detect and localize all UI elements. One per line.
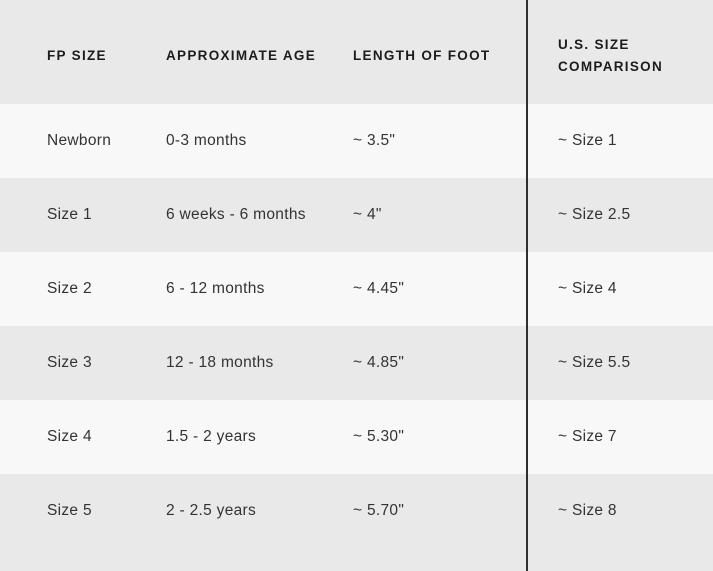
table-row: Newborn 0-3 months ~ 3.5" ~ Size 1: [0, 104, 713, 178]
cell-age: 6 - 12 months: [166, 280, 265, 297]
cell-fp-size: Size 1: [47, 206, 92, 223]
column-header-fp-size: FP SIZE: [47, 48, 107, 63]
column-divider-line: [526, 0, 528, 571]
table-row: Size 5 2 - 2.5 years ~ 5.70" ~ Size 8: [0, 474, 713, 548]
cell-fp-size: Size 4: [47, 428, 92, 445]
cell-age: 1.5 - 2 years: [166, 428, 257, 445]
cell-age: 12 - 18 months: [166, 354, 274, 371]
cell-foot: ~ 3.5": [353, 132, 396, 149]
cell-foot: ~ 4.45": [353, 280, 405, 297]
cell-us-size: ~ Size 8: [558, 502, 617, 519]
column-header-length-of-foot: LENGTH OF FOOT: [353, 48, 491, 63]
cell-fp-size: Size 5: [47, 502, 92, 519]
cell-foot: ~ 5.70": [353, 502, 405, 519]
cell-us-size: ~ Size 7: [558, 428, 617, 445]
cell-fp-size: Size 3: [47, 354, 92, 371]
cell-age: 2 - 2.5 years: [166, 502, 257, 519]
cell-us-size: ~ Size 5.5: [558, 354, 631, 371]
cell-age: 6 weeks - 6 months: [166, 206, 306, 223]
column-header-us-size-comparison: U.S. SIZE COMPARISON: [558, 37, 664, 74]
table-row: Size 1 6 weeks - 6 months ~ 4" ~ Size 2.…: [0, 178, 713, 252]
cell-age: 0-3 months: [166, 132, 247, 149]
table-row: Size 4 1.5 - 2 years ~ 5.30" ~ Size 7: [0, 400, 713, 474]
cell-foot: ~ 5.30": [353, 428, 405, 445]
cell-foot: ~ 4": [353, 206, 382, 223]
cell-us-size: ~ Size 2.5: [558, 206, 631, 223]
column-header-approximate-age: APPROXIMATE AGE: [166, 48, 317, 63]
cell-us-size: ~ Size 4: [558, 280, 617, 297]
table-header-row: FP SIZE APPROXIMATE AGE LENGTH OF FOOT U…: [0, 0, 713, 104]
cell-fp-size: Newborn: [47, 132, 112, 149]
table-row: Size 2 6 - 12 months ~ 4.45" ~ Size 4: [0, 252, 713, 326]
cell-fp-size: Size 2: [47, 280, 92, 297]
cell-us-size: ~ Size 1: [558, 132, 617, 149]
table-row: Size 3 12 - 18 months ~ 4.85" ~ Size 5.5: [0, 326, 713, 400]
cell-foot: ~ 4.85": [353, 354, 405, 371]
